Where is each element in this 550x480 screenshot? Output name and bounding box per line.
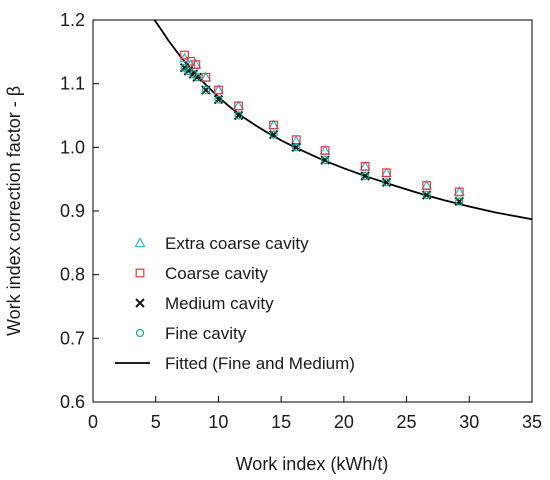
x-axis-ticks: 0 5 10 15 20 25 30 35: [88, 396, 542, 432]
data-point-circle: [269, 130, 278, 139]
data-point-circle: [422, 190, 431, 200]
x-tick-label: 5: [151, 412, 161, 432]
data-point-square: [191, 60, 201, 69]
legend: Extra coarse cavity Coarse cavity Medium c…: [115, 234, 355, 373]
y-tick-label: 1.1: [60, 74, 85, 94]
legend-label: Fitted (Fine and Medium): [165, 354, 355, 373]
data-point-circle: [193, 73, 202, 82]
legend-label: Coarse cavity: [165, 264, 268, 283]
data-point-circle: [234, 111, 243, 120]
data-point-square: [214, 85, 223, 95]
x-tick-label: 35: [522, 412, 542, 432]
data-point-circle: [201, 85, 210, 95]
legend-label: Medium cavity: [165, 294, 274, 313]
x-tick-label: 25: [397, 412, 417, 432]
x-tick-label: 10: [208, 412, 228, 432]
x-tick-label: 15: [271, 412, 291, 432]
legend-marker-cross: [135, 298, 145, 308]
x-tick-label: 0: [88, 412, 98, 432]
data-point-triangle: [290, 135, 302, 146]
data-point-square: [382, 168, 391, 178]
data-point-circle: [292, 143, 301, 152]
y-axis-ticks: 0.6 0.7 0.8 0.9 1.0 1.1 1.2: [60, 10, 99, 412]
x-tick-label: 30: [459, 412, 479, 432]
plot-frame: [92, 19, 533, 403]
data-point-circle: [382, 178, 391, 187]
data-point-square: [234, 101, 243, 111]
data-point-square: [269, 120, 279, 130]
y-tick-label: 0.8: [60, 265, 85, 285]
y-axis-label: Work index correction factor - β: [4, 86, 24, 336]
fitted-curve-layer: [153, 19, 533, 221]
legend-marker-triangle: [134, 237, 146, 248]
y-tick-label: 1.2: [60, 10, 85, 30]
y-tick-label: 0.7: [60, 328, 85, 348]
data-points-layer: [179, 50, 465, 207]
y-tick-label: 0.6: [60, 392, 85, 412]
data-point-square: [454, 187, 464, 197]
data-point-square: [186, 56, 196, 66]
data-point-circle: [361, 171, 370, 181]
legend-marker-circle: [135, 328, 145, 338]
data-point-square: [422, 181, 432, 190]
data-point-circle: [320, 155, 330, 165]
data-point-circle: [214, 95, 223, 104]
legend-label: Extra coarse cavity: [165, 234, 309, 253]
y-tick-label: 1.0: [60, 137, 85, 157]
data-point-square: [201, 72, 211, 82]
data-point-square: [180, 50, 189, 60]
data-point-square: [320, 146, 330, 155]
x-axis-label: Work index (kWh/t): [236, 454, 389, 474]
data-point-square: [360, 162, 370, 171]
fitted-curve: [153, 19, 533, 221]
y-tick-label: 0.9: [60, 201, 85, 221]
data-point-circle: [455, 197, 464, 206]
legend-label: Fine cavity: [165, 324, 247, 343]
legend-marker-square: [135, 268, 145, 278]
x-tick-label: 20: [334, 412, 354, 432]
